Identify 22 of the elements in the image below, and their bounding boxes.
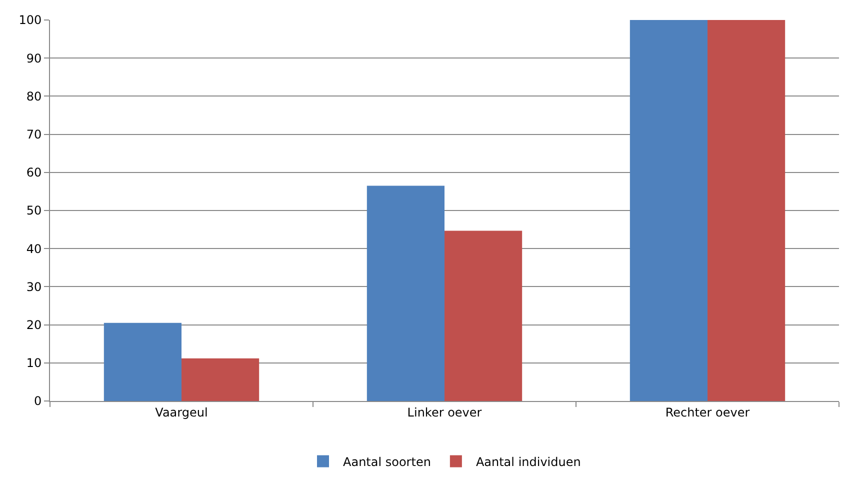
bar [366,186,444,401]
bar [182,358,260,401]
bar [708,20,786,401]
y-tick-label: 0 [34,394,42,408]
y-tick-label: 90 [26,51,42,66]
y-tick-label: 20 [26,318,42,332]
y-tick-label: 10 [26,356,42,370]
bar [630,20,708,401]
x-tick-label: Linker oever [407,405,482,420]
bar [444,230,522,401]
y-tick-label: 60 [26,166,42,180]
legend-label: Aantal soorten [343,454,431,469]
legend-label: Aantal individuen [476,454,581,469]
bar [104,322,182,401]
y-tick-label: 50 [26,204,42,218]
y-tick-label: 100 [18,13,42,28]
x-tick-label: Rechter oever [665,405,750,420]
y-tick-label: 80 [26,89,42,104]
y-tick-label: 40 [26,242,42,256]
x-tick-label: Vaargeul [155,405,208,420]
y-tick-label: 30 [26,280,42,294]
y-tick-label: 70 [26,128,42,142]
